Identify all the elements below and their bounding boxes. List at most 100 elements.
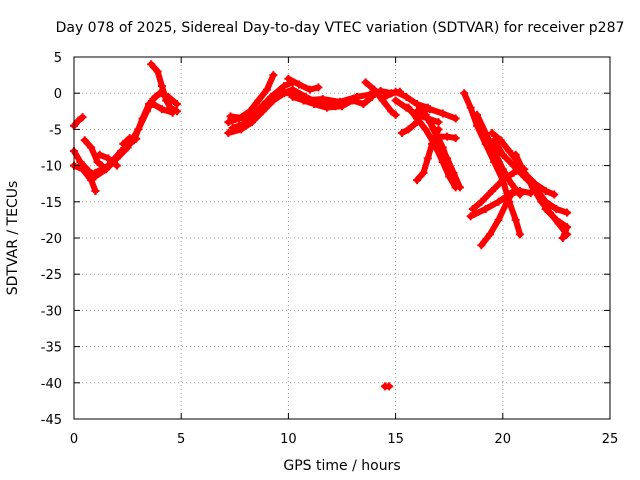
data-point — [359, 100, 368, 109]
data-point — [295, 80, 304, 89]
y-tick-label: -25 — [41, 268, 62, 283]
y-tick-label: -5 — [49, 123, 62, 138]
data-point — [509, 186, 518, 195]
data-point — [503, 197, 512, 206]
y-tick-label: -10 — [41, 160, 62, 175]
data-point — [451, 114, 460, 123]
data-point — [78, 113, 87, 122]
sat-track-7 — [95, 150, 121, 170]
data-point — [172, 100, 181, 109]
track-line — [92, 93, 159, 176]
track-line — [399, 119, 420, 136]
track-line — [474, 111, 523, 198]
data-point — [391, 87, 400, 96]
data-point — [314, 83, 323, 92]
y-tick-label: 0 — [54, 87, 62, 102]
data-point — [269, 71, 278, 80]
data-point — [91, 168, 100, 177]
data-point — [318, 94, 327, 103]
data-point — [138, 114, 147, 123]
data-point — [490, 147, 499, 156]
data-point — [485, 230, 494, 239]
sat-track-8 — [119, 134, 141, 148]
data-point — [477, 197, 486, 206]
x-tick-label: 5 — [177, 432, 185, 447]
data-point — [404, 125, 413, 134]
chart-title: Day 078 of 2025, Sidereal Day-to-day VTE… — [56, 20, 625, 36]
data-point — [243, 118, 252, 127]
data-point — [511, 215, 520, 224]
data-point — [387, 107, 396, 116]
data-point — [434, 125, 443, 134]
data-point — [149, 100, 158, 109]
sat-track-33 — [477, 186, 518, 250]
data-point — [151, 92, 160, 101]
y-tick-label: -20 — [41, 232, 62, 247]
data-point — [224, 118, 233, 127]
data-point — [541, 186, 550, 195]
data-point — [438, 109, 447, 118]
data-point — [117, 147, 126, 156]
sat-track-15 — [284, 74, 323, 94]
data-point — [87, 176, 96, 185]
x-axis-label: GPS time / hours — [283, 458, 400, 474]
data-tracks — [70, 60, 572, 391]
y-tick-label: -30 — [41, 304, 62, 319]
track-line — [414, 106, 459, 122]
data-point — [404, 103, 413, 112]
sat-track-10 — [149, 100, 177, 117]
data-point — [473, 110, 482, 119]
data-point — [132, 134, 141, 143]
data-point — [370, 85, 379, 94]
data-point — [402, 92, 411, 101]
data-point — [91, 186, 100, 195]
data-point — [280, 81, 289, 90]
sat-track-14 — [228, 78, 297, 132]
y-tick-label: 5 — [54, 51, 62, 66]
x-axis-tick-labels: 0 5 10 15 20 25 — [70, 432, 618, 447]
data-point — [455, 183, 464, 192]
data-point — [256, 103, 265, 112]
data-point — [76, 157, 85, 166]
data-point — [335, 97, 344, 106]
data-point — [428, 139, 437, 148]
data-point — [488, 129, 497, 138]
data-point — [380, 92, 389, 101]
data-point — [398, 129, 407, 138]
data-point — [419, 168, 428, 177]
data-point — [466, 103, 475, 112]
data-point — [520, 168, 529, 177]
data-point — [515, 230, 524, 239]
data-point — [494, 197, 503, 206]
data-point — [550, 190, 559, 199]
track-line — [285, 75, 322, 93]
data-point — [112, 161, 121, 170]
data-point — [162, 96, 171, 105]
data-point — [466, 212, 475, 221]
data-point — [421, 125, 430, 134]
data-point — [168, 108, 177, 117]
data-point — [423, 154, 432, 163]
data-point — [413, 100, 422, 109]
data-point — [413, 176, 422, 185]
data-point — [509, 168, 518, 177]
data-point — [104, 154, 113, 163]
data-point — [93, 157, 102, 166]
data-point — [87, 143, 96, 152]
data-point — [509, 161, 518, 170]
data-point — [498, 150, 507, 159]
data-point — [507, 179, 516, 188]
track-line — [81, 137, 105, 169]
data-point — [477, 241, 486, 250]
data-point — [119, 139, 128, 148]
data-point — [434, 118, 443, 127]
data-point — [353, 92, 362, 101]
x-tick-label: 0 — [70, 432, 78, 447]
data-point — [443, 132, 452, 141]
y-axis-label: SDTVAR / TECUs — [5, 181, 21, 296]
data-point — [451, 134, 460, 143]
data-point — [558, 234, 567, 242]
data-point — [413, 107, 422, 116]
data-point — [104, 161, 113, 170]
data-point — [267, 92, 276, 101]
